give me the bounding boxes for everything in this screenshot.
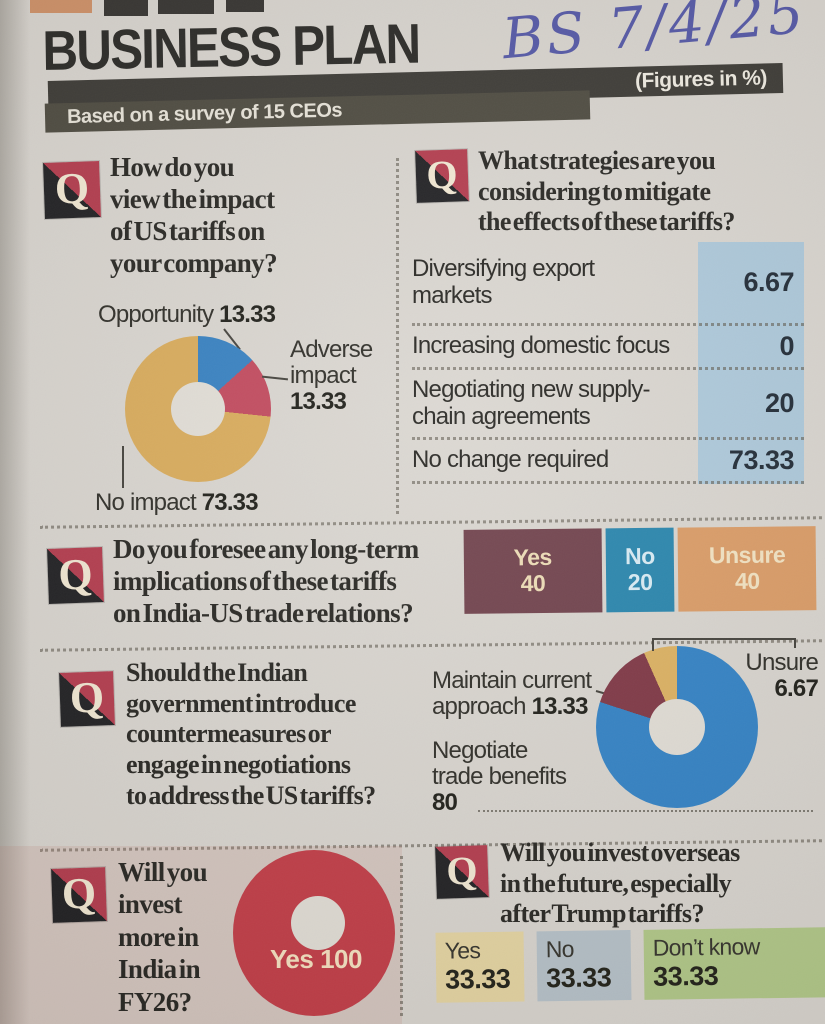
question-text: Do you foresee any long-term implication… <box>113 534 419 628</box>
table-row: Negotiating new supply- chain agreements… <box>412 370 804 440</box>
q-icon-letter: Q <box>57 548 94 600</box>
donut-hole <box>171 382 225 436</box>
bar-segment-unsure: Unsure 40 <box>677 526 817 612</box>
q-icon: Q <box>43 161 101 219</box>
leader-dots <box>478 810 813 812</box>
table-row: Increasing domestic focus 0 <box>412 326 804 370</box>
column-divider <box>400 856 403 1016</box>
q-icon: Q <box>435 845 489 899</box>
row-label: Diversifying export markets <box>412 255 595 309</box>
figures-note: (Figures in %) <box>634 66 768 93</box>
bracket-tick <box>652 638 654 651</box>
box-label: Yes <box>444 937 481 964</box>
segment-label: Unsure <box>708 541 786 569</box>
cutoff-headline-fragment <box>158 0 214 14</box>
cutoff-headline-fragment <box>226 0 264 12</box>
bracket-tick <box>794 638 796 648</box>
row-value: 20 <box>764 388 795 418</box>
row-label: Negotiating new supply- chain agreements <box>412 376 651 430</box>
bar-segment-yes: Yes 40 <box>463 528 603 614</box>
q-icon-letter: Q <box>425 151 459 198</box>
box-value: 33.33 <box>652 960 719 992</box>
chart-label-no-impact: No impact 73.33 <box>95 489 259 516</box>
chart-label-adverse: Adverse impact 13.33 <box>290 336 373 415</box>
chart-label-unsure: Unsure 6.67 <box>745 649 818 702</box>
donut-chart-impact <box>125 336 271 482</box>
answer-box-yes: Yes 33.33 <box>435 931 525 1003</box>
box-value: 33.33 <box>444 963 511 995</box>
q-icon-letter: Q <box>68 672 105 723</box>
segment-value: 40 <box>520 569 546 597</box>
survey-subtitle: Based on a survey of 15 CEOs <box>66 99 343 129</box>
q-icon: Q <box>415 149 469 203</box>
question-text: Will you invest overseas in the future, … <box>500 838 740 929</box>
box-value: 33.33 <box>545 962 612 994</box>
bracket-line <box>652 638 796 640</box>
chart-label-negotiate: Negotiate trade benefits 80 <box>432 737 567 816</box>
chart-label-opportunity: Opportunity 13.33 <box>98 301 276 328</box>
table-row: No change required 73.33 <box>412 440 804 484</box>
chart-label-maintain: Maintain current approach 13.33 <box>432 667 592 720</box>
donut-label: Yes 100 <box>270 944 362 974</box>
donut-chart-countermeasures <box>596 646 758 808</box>
handwritten-date: BS 7/4/25 <box>499 0 809 73</box>
question-text: Will you invest more in India in FY26? <box>118 857 208 1017</box>
donut-hole <box>649 699 705 755</box>
column-divider <box>396 158 399 514</box>
segment-value: 20 <box>627 568 653 596</box>
row-value: 6.67 <box>743 267 794 297</box>
answer-boxes: Yes 33.33 No 33.33 Don’t know 33.33 <box>435 927 825 1003</box>
box-label: Don’t know <box>652 933 760 961</box>
segment-label: Yes <box>513 544 552 571</box>
row-value: 73.33 <box>728 445 795 475</box>
cutoff-graphic-fragment <box>30 0 92 13</box>
q-icon-letter: Q <box>445 847 479 894</box>
row-label: Increasing domestic focus <box>412 332 670 360</box>
answer-box-no: No 33.33 <box>536 930 632 1002</box>
stacked-bar-chart: Yes 40 No 20 Unsure 40 <box>463 526 817 614</box>
question-text: What strategies are you considering to m… <box>478 146 735 237</box>
strategies-table: Diversifying export markets 6.67 Increas… <box>412 242 804 484</box>
box-label: No <box>545 935 574 963</box>
page-title: BUSINESS PLAN <box>42 11 420 82</box>
donut-hole <box>291 896 345 950</box>
row-label: No change required <box>412 446 609 474</box>
leader-line <box>261 375 289 381</box>
answer-box-dont-know: Don’t know 33.33 <box>643 927 825 1000</box>
q-icon-letter: Q <box>53 163 90 214</box>
q-icon: Q <box>51 867 107 923</box>
segment-value: 40 <box>734 567 760 595</box>
table-row: Diversifying export markets 6.67 <box>412 242 804 326</box>
q-icon: Q <box>59 671 115 727</box>
q-icon: Q <box>47 547 104 604</box>
row-value: 0 <box>779 331 794 361</box>
bar-segment-no: No 20 <box>605 527 675 613</box>
cutoff-headline-fragment <box>104 0 148 16</box>
question-text: How do you view the impact of US tariffs… <box>110 152 278 278</box>
question-text: Should the Indian government introduce c… <box>126 658 376 810</box>
segment-label: No <box>624 543 655 570</box>
q-icon-letter: Q <box>60 868 97 919</box>
leader-line <box>122 446 124 488</box>
donut-chart-invest-india: Yes 100 <box>233 850 395 1016</box>
